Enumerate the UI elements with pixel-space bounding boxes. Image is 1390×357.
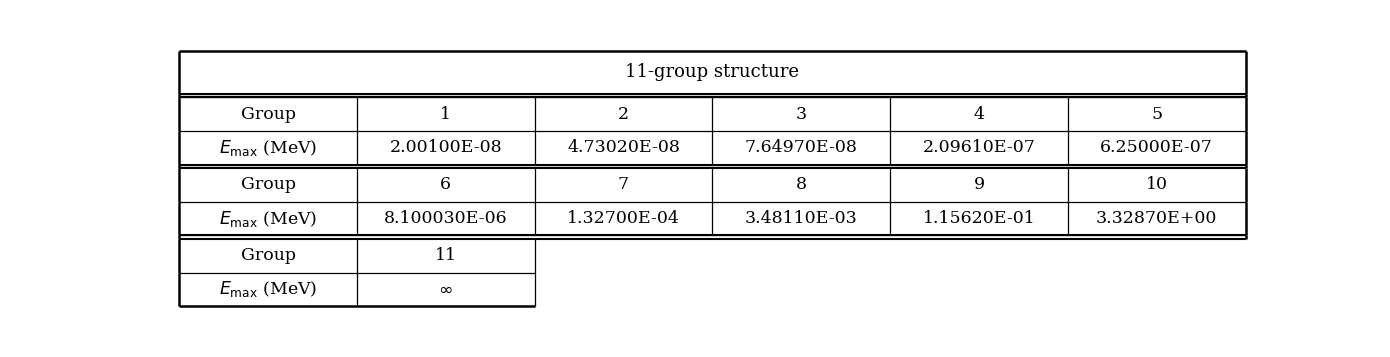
Text: 1: 1 — [441, 106, 452, 123]
Text: 3.48110E-03: 3.48110E-03 — [745, 210, 858, 227]
Text: 6: 6 — [441, 176, 452, 193]
Text: 11-group structure: 11-group structure — [626, 64, 799, 81]
Text: 4: 4 — [973, 106, 984, 123]
Text: $E_{\mathrm{max}}$ (MeV): $E_{\mathrm{max}}$ (MeV) — [218, 208, 317, 228]
Text: 6.25000E-07: 6.25000E-07 — [1101, 139, 1213, 156]
Text: 1.32700E-04: 1.32700E-04 — [567, 210, 680, 227]
Text: Group: Group — [240, 176, 296, 193]
Text: $\infty$: $\infty$ — [438, 281, 453, 298]
Text: 2.00100E-08: 2.00100E-08 — [389, 139, 502, 156]
Text: Group: Group — [240, 247, 296, 264]
Text: 3.32870E+00: 3.32870E+00 — [1097, 210, 1218, 227]
Text: 7.64970E-08: 7.64970E-08 — [745, 139, 858, 156]
Text: $E_{\mathrm{max}}$ (MeV): $E_{\mathrm{max}}$ (MeV) — [218, 138, 317, 158]
Text: $E_{\mathrm{max}}$ (MeV): $E_{\mathrm{max}}$ (MeV) — [218, 279, 317, 299]
Text: 8: 8 — [795, 176, 806, 193]
Text: 8.100030E-06: 8.100030E-06 — [384, 210, 507, 227]
Text: 2.09610E-07: 2.09610E-07 — [923, 139, 1036, 156]
Text: 11: 11 — [435, 247, 457, 264]
Text: 9: 9 — [973, 176, 984, 193]
Text: 5: 5 — [1151, 106, 1162, 123]
Text: Group: Group — [240, 106, 296, 123]
Text: 3: 3 — [795, 106, 806, 123]
Text: 7: 7 — [619, 176, 630, 193]
Text: 1.15620E-01: 1.15620E-01 — [923, 210, 1036, 227]
Text: 4.73020E-08: 4.73020E-08 — [567, 139, 680, 156]
Text: 10: 10 — [1145, 176, 1168, 193]
Text: 2: 2 — [619, 106, 630, 123]
